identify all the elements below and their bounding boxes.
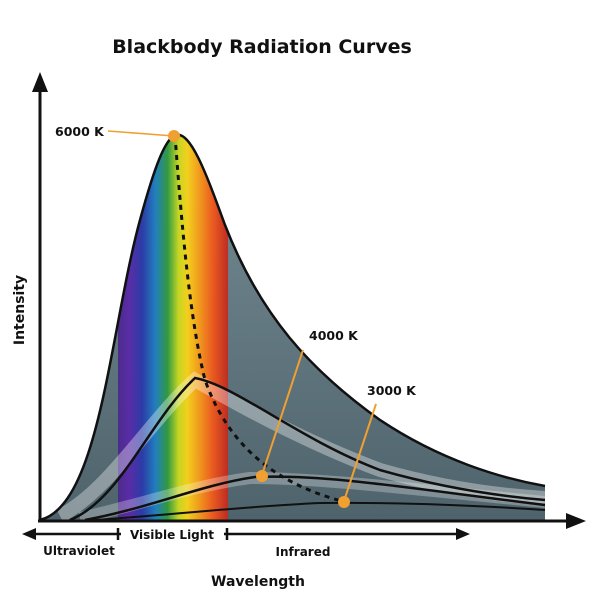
y-axis-label: Intensity [12, 275, 28, 345]
marker-4000k [256, 470, 268, 482]
band-ultraviolet-label: Ultraviolet [43, 544, 115, 558]
band-infrared-label: Infrared [276, 545, 331, 559]
curve-6000k-area [40, 134, 545, 520]
band-left-arrow [22, 528, 36, 540]
curve-low-line [94, 501, 546, 521]
chart-title: Blackbody Radiation Curves [112, 36, 412, 58]
marker-3000k [338, 496, 350, 508]
marker-6000k [168, 130, 180, 142]
label-4000k: 4000 K [309, 328, 359, 343]
curve-4000k-line [69, 376, 546, 522]
band-right-arrow [456, 528, 470, 540]
band-visible-label: Visible Light [130, 528, 214, 542]
x-axis-label: Wavelength [211, 574, 305, 590]
peak-shift-dashed-line [173, 134, 346, 504]
band-indicator: Visible Light Ultraviolet Infrared [22, 526, 470, 559]
leader-4000k [261, 349, 304, 476]
curve-6000k-line [39, 133, 546, 522]
label-3000k: 3000 K [367, 383, 417, 398]
x-axis-arrow [566, 513, 586, 529]
leader-3000k [343, 403, 377, 502]
leader-6000k [107, 130, 175, 137]
label-6000k: 6000 K [55, 124, 105, 139]
y-axis-arrow [32, 72, 48, 92]
